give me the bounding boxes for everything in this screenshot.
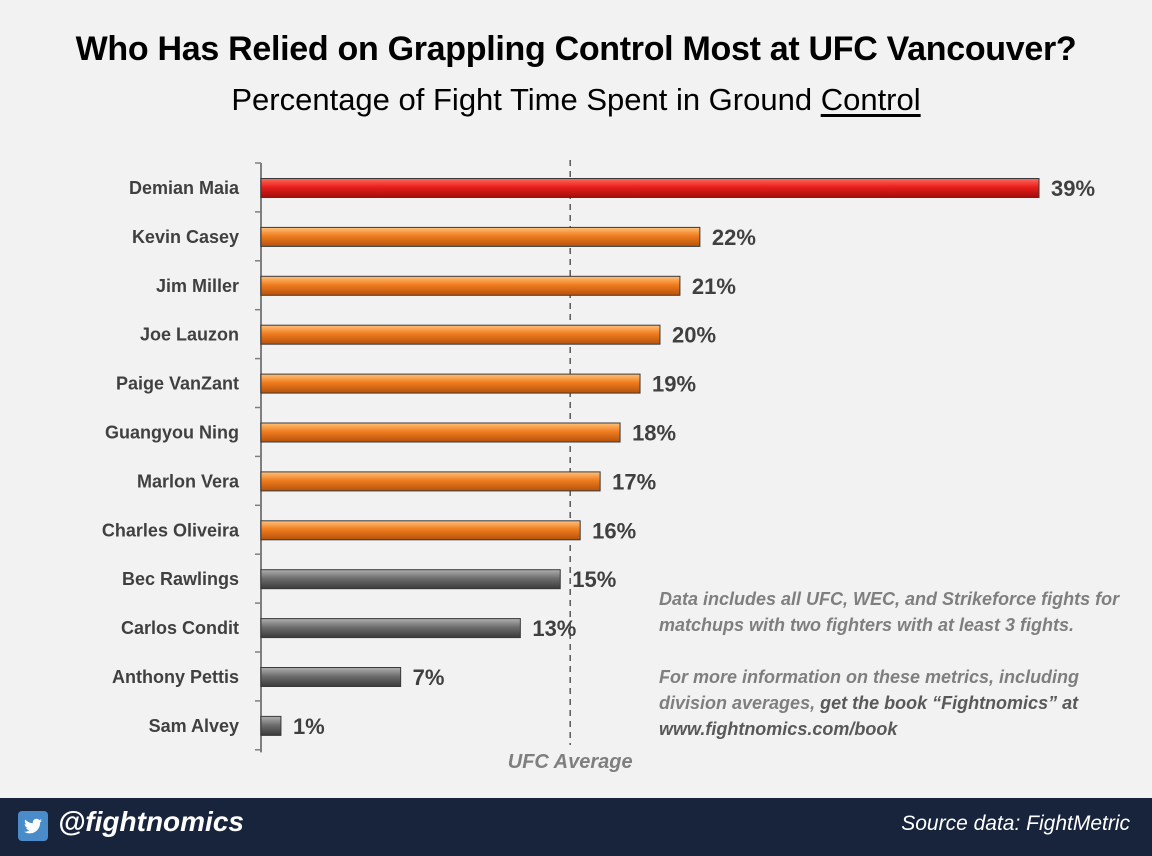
category-label: Anthony Pettis	[112, 667, 239, 687]
source-credit: Source data: FightMetric	[901, 812, 1130, 835]
category-label: Marlon Vera	[137, 471, 240, 491]
data-label: 22%	[712, 225, 756, 250]
bar	[260, 324, 661, 345]
bar	[260, 667, 402, 687]
bar	[260, 471, 601, 492]
category-label: Guangyou Ning	[105, 423, 239, 443]
bar-chart: UFC Average Demian Maia 39% Kevin Casey 22% J…	[102, 160, 1095, 773]
chart-title: Who Has Relied on Grappling Control Most…	[75, 30, 1077, 68]
twitter-handle[interactable]: @fightnomics	[58, 806, 244, 837]
subtitle-emphasis: Control	[820, 82, 921, 117]
data-label: 20%	[672, 323, 716, 348]
data-label: 1%	[293, 714, 325, 739]
bar	[260, 715, 282, 736]
category-label: Sam Alvey	[149, 716, 239, 736]
data-label: 7%	[413, 665, 445, 690]
note-line-2: matchups with two fighters with at least…	[659, 615, 1075, 635]
category-label: Jim Miller	[156, 276, 239, 296]
data-label: 21%	[692, 274, 736, 299]
note-line-4: division averages, get the book “Fightno…	[659, 690, 1139, 716]
bar	[260, 178, 1040, 198]
chart-subtitle: Percentage of Fight Time Spent in Ground…	[0, 82, 1152, 118]
note-line-4-bold: get the book “Fightnomics” at	[820, 693, 1079, 713]
data-label: 16%	[592, 518, 636, 543]
category-label: Charles Oliveira	[102, 520, 240, 540]
note-line-1: Data includes all UFC, WEC, and Strikefo…	[659, 589, 1120, 609]
bar	[260, 275, 681, 296]
category-label: Carlos Condit	[121, 618, 239, 638]
ufc-average-label: UFC Average	[508, 751, 633, 773]
data-label: 13%	[532, 616, 576, 641]
category-label: Demian Maia	[129, 178, 240, 198]
data-label: 18%	[632, 421, 676, 446]
bar	[260, 373, 641, 394]
footer-bar: @fightnomics Source data: FightMetric	[0, 798, 1152, 856]
subtitle-prefix: Percentage of Fight Time Spent in Ground	[231, 82, 821, 117]
category-label: Joe Lauzon	[140, 325, 239, 345]
note-line-4-prefix: division averages,	[659, 693, 821, 713]
note-line-3: For more information on these metrics, i…	[659, 667, 1080, 687]
bar	[260, 520, 581, 541]
bar	[260, 422, 621, 443]
category-label: Kevin Casey	[132, 227, 239, 247]
category-label: Paige VanZant	[116, 374, 239, 394]
bar	[260, 569, 561, 590]
category-label: Bec Rawlings	[122, 569, 239, 589]
note-line-5: www.fightnomics.com/book	[659, 716, 1139, 742]
bar	[260, 618, 521, 639]
data-label: 39%	[1051, 176, 1095, 201]
data-label: 19%	[652, 372, 696, 397]
data-label: 17%	[612, 469, 656, 494]
book-url: www.fightnomics.com/book	[659, 719, 898, 739]
bar	[260, 226, 701, 247]
twitter-icon[interactable]	[18, 811, 48, 841]
data-label: 15%	[572, 567, 616, 592]
